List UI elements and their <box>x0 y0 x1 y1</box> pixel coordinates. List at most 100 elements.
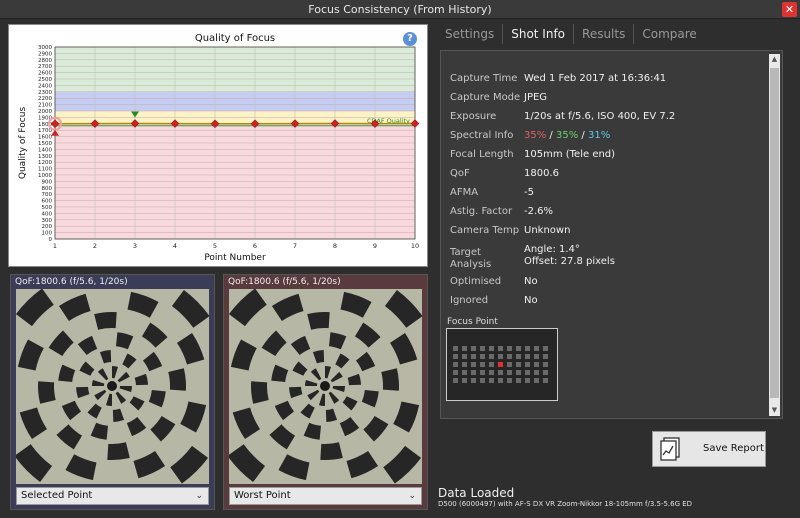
worst-point-dropdown[interactable]: Worst Point ⌄ <box>229 487 422 505</box>
data-point <box>210 119 220 129</box>
af-point <box>489 378 494 383</box>
afma-row: AFMA -5 <box>450 183 770 202</box>
tab-compare[interactable]: Compare <box>642 27 697 41</box>
af-point <box>480 362 485 367</box>
best-point-marker <box>131 111 139 118</box>
y-tick-label: 3000 <box>38 45 52 51</box>
af-point <box>534 346 539 351</box>
y-tick-label: 2100 <box>38 103 52 109</box>
tab-shot-info[interactable]: Shot Info <box>503 24 575 44</box>
selected-target-image <box>16 289 209 484</box>
x-tick-label: 4 <box>173 242 177 250</box>
camera-temp-row: Camera Temp Unknown <box>450 221 770 240</box>
af-point <box>471 370 476 375</box>
spectral-info-value: 35% / 35% / 31% <box>524 126 610 145</box>
af-point <box>462 362 467 367</box>
af-point-selected <box>498 362 503 367</box>
save-report-button[interactable]: Save Report <box>652 431 766 467</box>
y-tick-label: 1300 <box>38 154 52 160</box>
report-icon <box>660 437 680 461</box>
af-point <box>525 354 530 359</box>
af-point <box>453 370 458 375</box>
y-tick-label: 2600 <box>38 71 52 77</box>
af-point <box>516 362 521 367</box>
worst-target-image <box>229 289 422 484</box>
target-analysis-row: Target Analysis Angle: 1.4° Offset: 27.8… <box>450 240 770 272</box>
af-point <box>507 354 512 359</box>
y-tick-label: 1200 <box>38 160 52 166</box>
focal-length-label: Focal Length <box>450 149 514 160</box>
y-tick-label: 1000 <box>38 173 52 179</box>
af-point <box>489 370 494 375</box>
camera-temp-value: Unknown <box>524 225 571 236</box>
status-text: Data Loaded <box>438 486 515 500</box>
af-point <box>489 362 494 367</box>
x-axis-label: Point Number <box>204 253 266 263</box>
afma-label: AFMA <box>450 187 479 198</box>
target-angle: Angle: 1.4° <box>524 244 580 255</box>
window-titlebar: Focus Consistency (From History) ✕ <box>0 0 800 19</box>
af-point <box>543 362 548 367</box>
y-tick-label: 600 <box>42 199 53 205</box>
y-tick-label: 2000 <box>38 109 52 115</box>
data-point <box>370 119 380 129</box>
y-tick-label: 2400 <box>38 83 52 89</box>
capture-mode-label: Capture Mode <box>450 92 521 103</box>
tab-results[interactable]: Results <box>574 24 635 44</box>
selected-point-dropdown[interactable]: Selected Point ⌄ <box>16 487 209 505</box>
af-point <box>471 354 476 359</box>
data-point <box>50 119 60 129</box>
af-point <box>462 378 467 383</box>
chart-title: Quality of Focus <box>195 33 275 44</box>
focus-point-map <box>446 328 558 401</box>
quality-band <box>55 47 415 92</box>
afma-value: -5 <box>524 187 534 198</box>
capture-time-label: Capture Time <box>450 73 518 84</box>
selected-image-caption: QoF:1800.6 (f/5.6, 1/20s) <box>15 277 128 287</box>
scroll-up-icon[interactable]: ▲ <box>771 55 778 63</box>
focus-point-label: Focus Point <box>447 317 498 327</box>
scroll-down-icon[interactable]: ▼ <box>771 406 778 414</box>
af-point <box>516 346 521 351</box>
af-point <box>489 346 494 351</box>
y-tick-label: 2300 <box>38 90 52 96</box>
help-icon[interactable]: ? <box>403 32 417 46</box>
af-point <box>507 346 512 351</box>
y-tick-label: 1800 <box>38 122 52 128</box>
x-tick-label: 7 <box>293 242 297 250</box>
y-tick-label: 1600 <box>38 135 52 141</box>
close-button[interactable]: ✕ <box>782 2 797 17</box>
data-point <box>130 119 140 128</box>
camera-temp-label: Camera Temp <box>450 225 520 236</box>
spectral-info-row: Spectral Info 35% / 35% / 31% <box>450 126 770 145</box>
y-tick-label: 800 <box>42 186 53 192</box>
af-point <box>525 370 530 375</box>
camera-lens-info: D500 (6000497) with AF-S DX VR Zoom-Nikk… <box>438 500 693 508</box>
capture-mode-value: JPEG <box>524 92 548 103</box>
optimised-value: No <box>524 276 538 287</box>
y-tick-label: 1700 <box>38 128 52 134</box>
target-analysis-label: Target Analysis <box>450 247 492 270</box>
x-tick-label: 2 <box>93 242 97 250</box>
af-point <box>462 370 467 375</box>
info-scrollbar[interactable]: ▲ ▼ <box>769 54 780 416</box>
y-tick-label: 2200 <box>38 96 52 102</box>
af-point <box>453 378 458 383</box>
capture-time-row: Capture Time Wed 1 Feb 2017 at 16:36:41 <box>450 69 770 88</box>
af-points-grid <box>453 346 548 383</box>
x-tick-label: 3 <box>133 242 137 250</box>
quality-of-focus-chart: 0 100 200 300 400 500 600 700 800 900 1000 1100 1200… <box>8 24 428 267</box>
spectral-blue: 31% <box>587 130 611 141</box>
tab-settings[interactable]: Settings <box>437 24 504 44</box>
x-tick-label: 10 <box>411 242 419 250</box>
optimised-row: Optimised No <box>450 272 770 291</box>
y-tick-label: 1100 <box>38 167 52 173</box>
data-point <box>330 119 340 128</box>
astig-factor-label: Astig. Factor <box>450 206 513 217</box>
af-point <box>471 378 476 383</box>
selected-point-value: Selected Point <box>21 490 93 501</box>
af-point <box>543 378 548 383</box>
scroll-thumb[interactable] <box>770 68 779 398</box>
y-tick-label: 2700 <box>38 64 52 70</box>
worst-point-marker <box>51 129 59 136</box>
